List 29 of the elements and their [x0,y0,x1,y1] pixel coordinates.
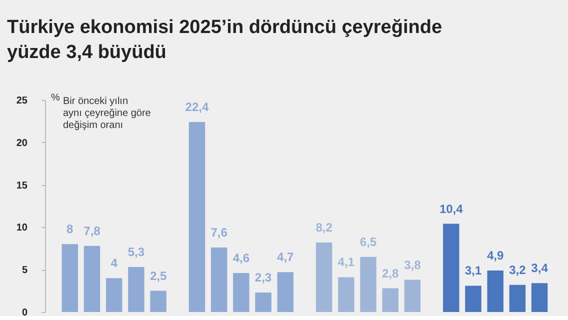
data-label: 4,7 [277,250,294,264]
data-label: 2,8 [382,266,400,280]
data-label: 4,9 [486,248,504,262]
data-label: 2,3 [254,270,272,284]
annotation: Bir önceki yılın aynı çeyreğine göre değişim oranı [63,96,152,131]
data-label: 6,5 [360,234,377,249]
data-label: 3,8 [404,258,422,272]
data-label: 10,4 [439,202,464,216]
data-label: 8,2 [316,220,333,234]
y-tick-label: 5 [22,265,28,276]
data-label: 22,4 [185,100,209,114]
y-tick-label: 20 [16,138,28,149]
y-tick-label: 15 [16,180,28,192]
data-label: 8 [66,222,74,236]
chart-title: Türkiye ekonomisi 2025’in dördüncü çeyreğinde yüzde 3,4 büyüdü [7,17,442,63]
data-label: 4 [110,256,118,270]
data-label: 3,4 [531,261,548,276]
data-label: 7,6 [210,226,228,240]
data-label: 7,8 [84,224,101,238]
data-label: 3,2 [509,262,526,277]
y-tick-label: 10 [16,222,28,234]
data-label: 4,6 [232,250,250,265]
data-label: 2,5 [150,268,167,283]
data-label: 5,3 [128,245,145,260]
y-axis-title: % [51,92,60,104]
data-label: 4,1 [338,255,355,270]
y-tick-label: 25 [16,96,28,106]
data-label: 3,1 [464,264,482,278]
y-tick-label: 0 [22,308,28,318]
